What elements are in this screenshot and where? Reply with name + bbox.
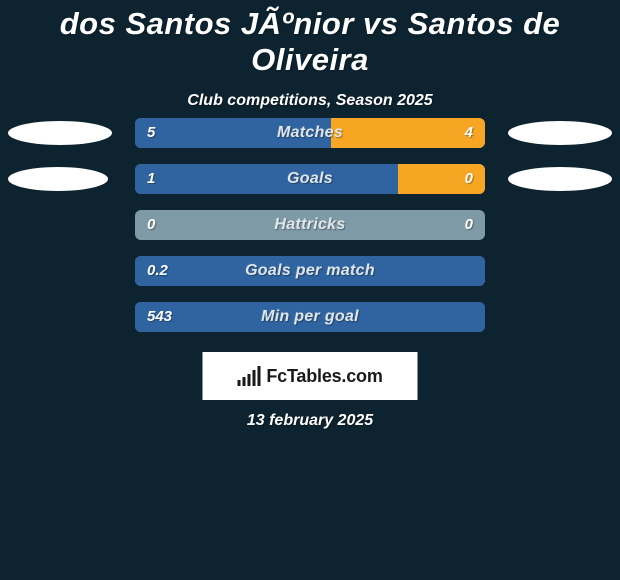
left-bar <box>135 164 398 194</box>
logo-bar-segment <box>242 377 245 386</box>
right-indicator-oval <box>508 121 612 145</box>
logo-bars-icon <box>237 366 260 386</box>
bar-background <box>135 210 485 240</box>
logo-bar-segment <box>237 380 240 386</box>
stat-row: 00Hattricks <box>0 210 620 240</box>
right-bar <box>331 118 485 148</box>
bar-area: 00Hattricks <box>135 210 485 240</box>
left-bar <box>135 118 331 148</box>
left-indicator-oval <box>8 121 112 145</box>
bar-area: 0.2Goals per match <box>135 256 485 286</box>
date-label: 13 february 2025 <box>0 412 620 430</box>
page-title: dos Santos JÃºnior vs Santos de Oliveira <box>0 0 620 78</box>
stat-row: 543Min per goal <box>0 302 620 332</box>
right-value: 4 <box>465 118 473 148</box>
right-value: 0 <box>465 210 473 240</box>
comparison-infographic: dos Santos JÃºnior vs Santos de Oliveira… <box>0 0 620 580</box>
stat-row: 54Matches <box>0 118 620 148</box>
bar-area: 543Min per goal <box>135 302 485 332</box>
logo-bar-segment <box>247 374 250 386</box>
left-value: 0 <box>147 210 155 240</box>
left-bar <box>135 256 485 286</box>
stat-row: 10Goals <box>0 164 620 194</box>
stat-row: 0.2Goals per match <box>0 256 620 286</box>
logo-box: FcTables.com <box>203 352 418 400</box>
subtitle: Club competitions, Season 2025 <box>0 92 620 110</box>
stats-rows: 54Matches10Goals00Hattricks0.2Goals per … <box>0 118 620 348</box>
right-indicator-oval <box>508 167 612 191</box>
left-value: 0.2 <box>147 256 168 286</box>
left-value: 1 <box>147 164 155 194</box>
logo-text: FcTables.com <box>266 366 382 387</box>
logo-bar-segment <box>252 370 255 386</box>
left-indicator-oval <box>8 167 108 191</box>
logo-bar-segment <box>257 366 260 386</box>
left-value: 5 <box>147 118 155 148</box>
right-value: 0 <box>465 164 473 194</box>
bar-area: 54Matches <box>135 118 485 148</box>
left-value: 543 <box>147 302 172 332</box>
left-bar <box>135 302 485 332</box>
bar-area: 10Goals <box>135 164 485 194</box>
